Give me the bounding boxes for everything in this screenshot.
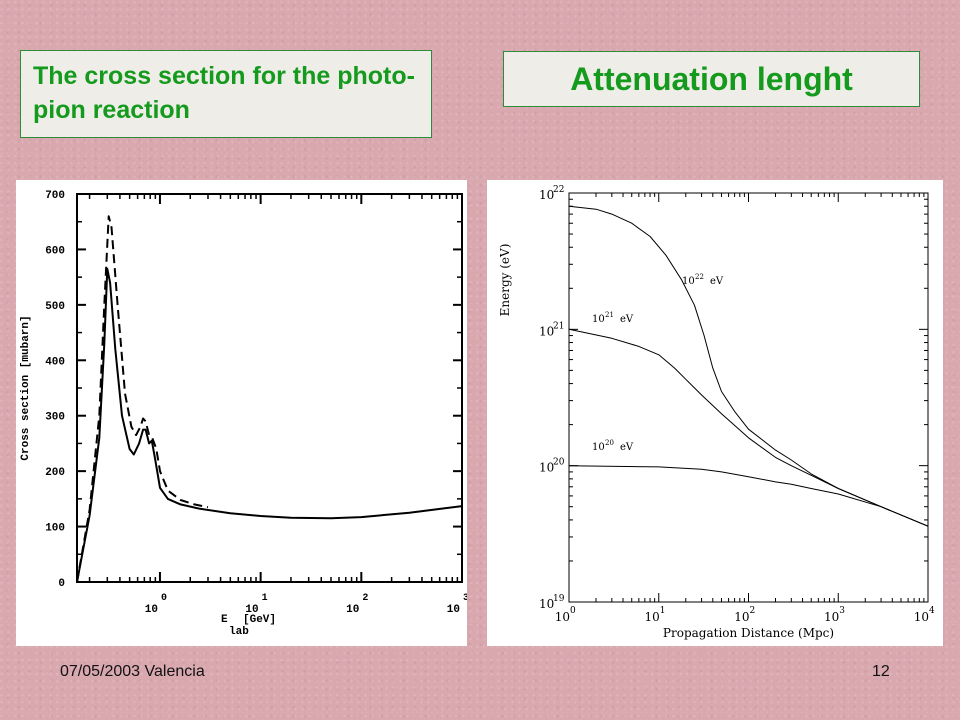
y-tick-label: 600 [45,245,65,257]
series-label-exp: 21 [605,311,614,319]
series-line [568,328,929,527]
y-tick-label: 0 [58,578,65,590]
x-tick-label-exp: 2 [362,593,368,604]
series-label-unit: eV [620,314,634,325]
y-tick-label-base: 10 [539,597,554,611]
x-tick-label-exp: 3 [463,593,467,604]
y-axis-label: Energy (eV) [498,244,512,317]
right-title-box: Attenuation lenght [503,51,920,107]
solid-series-line [76,267,463,583]
x-axis-label-unit: [GeV] [243,614,276,626]
series-label-exp: 22 [695,273,704,281]
x-tick-label-base: 10 [824,610,839,624]
series-label-unit: eV [620,442,634,453]
series-label-base: 10 [592,314,605,325]
x-tick-label-base: 10 [734,610,749,624]
x-tick-label-exp: 2 [750,606,756,616]
attenuation-chart: 10 0 10 1 10 2 10 3 10 41019102010211022Propagati… [498,185,935,640]
right-title: Attenuation lenght [570,61,853,97]
x-tick-label-base: 10 [555,610,570,624]
x-tick-label-base: 10 [447,604,460,616]
x-tick-label-base: 10 [644,610,659,624]
series-label-unit: eV [710,276,724,287]
plot-frame [76,193,463,583]
y-tick-label: 100 [45,523,65,535]
cross-section-chart-panel: 0 100 200 300 400 500 600 700 10 0 10 1 10 2 10 3 Cross … [16,180,467,646]
series-label-base: 10 [592,442,605,453]
y-tick-label-base: 10 [539,461,554,475]
x-axis-label: Propagation Distance (Mpc) [663,626,834,640]
y-tick-label: 500 [45,301,65,313]
series-label-exp: 20 [605,439,614,447]
cross-section-chart: 0100200300400500600700100101102103Cross … [20,190,467,638]
x-tick-label-exp: 1 [262,593,268,604]
y-tick-label: 300 [45,412,65,424]
left-title-box: The cross section for the photo-pion rea… [20,50,432,138]
series-label-base: 10 [682,276,695,287]
slide-number: 12 [872,663,890,680]
x-tick-label-base: 10 [346,604,359,616]
x-tick-label-exp: 3 [839,606,845,616]
x-tick-label-base: 10 [145,604,158,616]
y-tick-label: 200 [45,467,65,479]
x-axis-label-sub: lab [229,626,249,638]
y-tick-label-base: 10 [539,188,554,202]
y-tick-label: 700 [45,190,65,202]
series-line [568,205,929,527]
y-tick-label-exp: 20 [553,458,565,468]
footer-date-location: 07/05/2003 Valencia [60,663,205,680]
y-tick-label: 400 [45,356,65,368]
y-tick-label-base: 10 [539,324,554,338]
y-tick-label-exp: 19 [553,594,565,604]
x-tick-label-base: 10 [914,610,929,624]
x-tick-label-exp: 4 [929,606,935,616]
x-tick-label-exp: 0 [161,593,167,604]
y-tick-label-exp: 21 [553,321,564,331]
series-line [568,465,929,527]
dashed-series-line [76,215,209,583]
y-tick-label-exp: 22 [553,185,564,195]
x-tick-label-exp: 0 [570,606,576,616]
x-axis-label-e: E [221,614,228,626]
attenuation-chart-panel: 10 0 10 1 10 2 10 3 10 4 10 19 10 20 10 21 10 22 Propagati… [487,180,943,646]
x-tick-label-exp: 1 [660,606,666,616]
plot-frame [568,192,929,603]
y-axis-label: Cross section [mubarn] [20,315,32,460]
x-tick-label-base: 10 [245,604,258,616]
left-title: The cross section for the photo-pion rea… [33,62,415,124]
